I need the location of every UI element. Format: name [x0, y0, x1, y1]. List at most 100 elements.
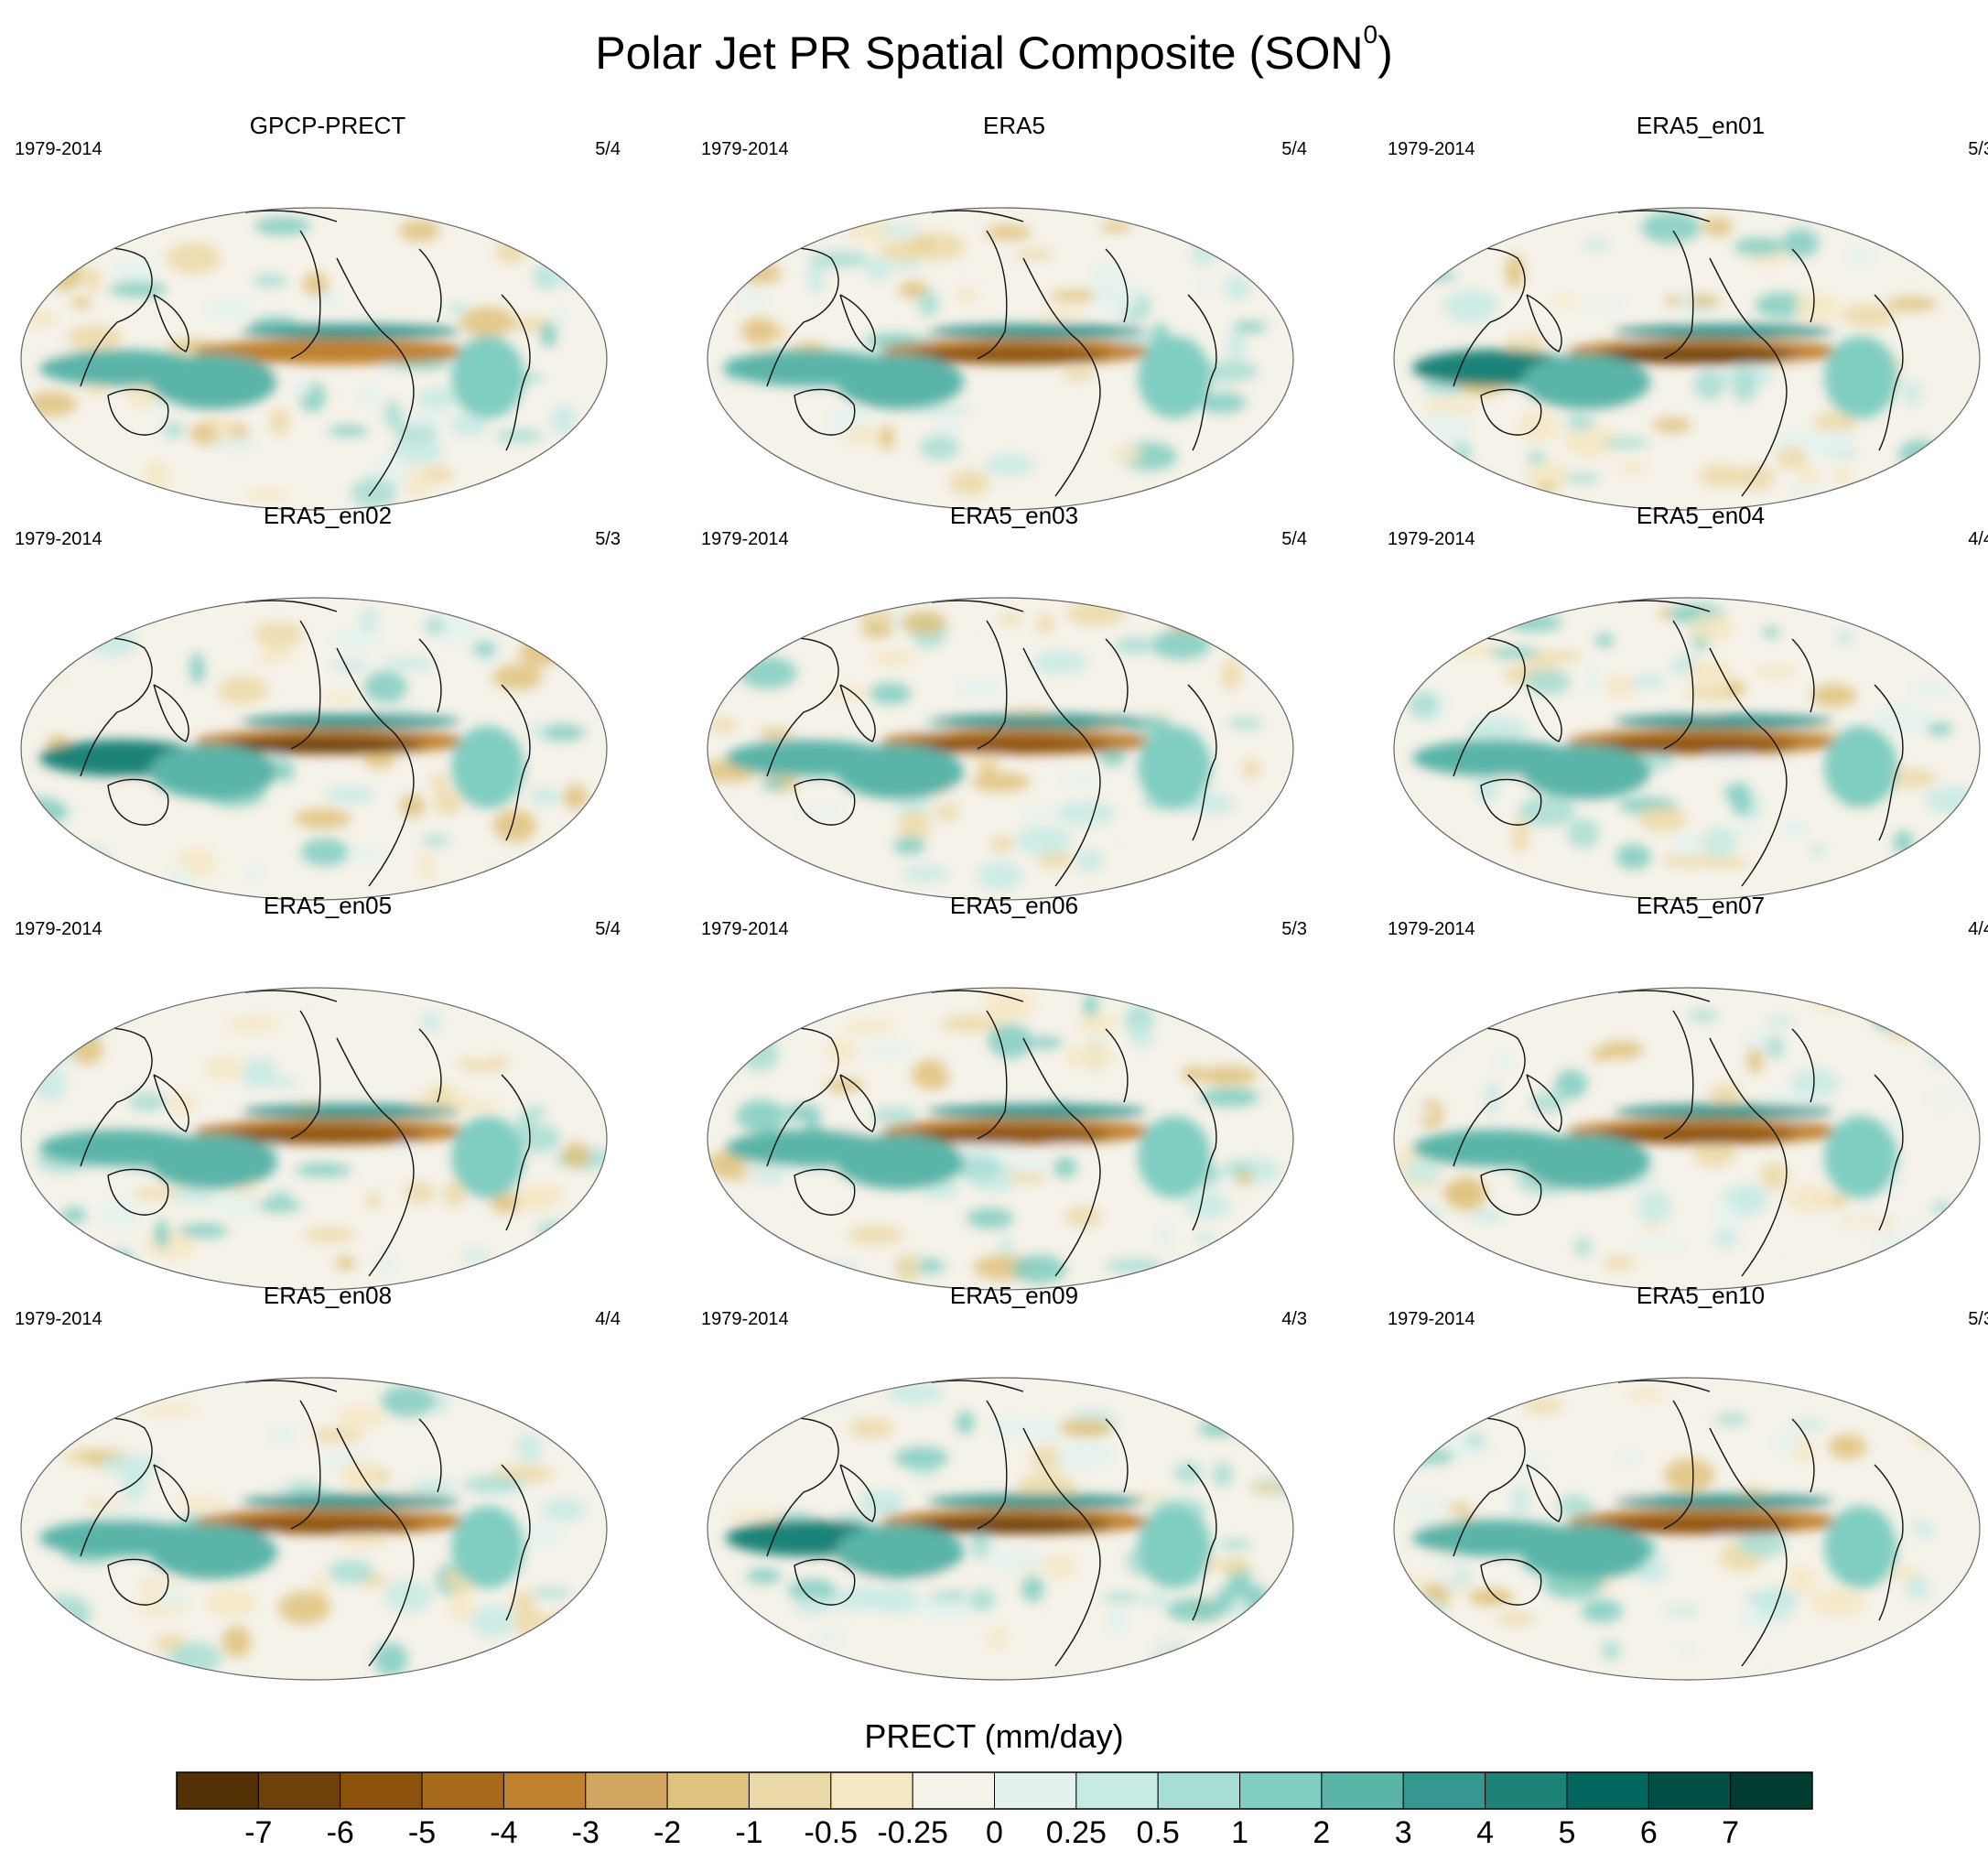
coastline: [794, 1558, 856, 1606]
anomaly-patch: [1698, 464, 1745, 488]
anomaly-patch: [955, 1154, 1001, 1181]
panel-sample-ratio: 5/4: [595, 139, 621, 159]
panel-title: ERA5_en10: [1636, 1282, 1766, 1309]
anomaly-patch: [1929, 1622, 1960, 1636]
anomaly-patch: [1729, 1184, 1767, 1217]
anomaly-patch: [1602, 1256, 1637, 1270]
anomaly-patch: [219, 852, 251, 878]
anomaly-patch: [1756, 1586, 1796, 1621]
anomaly-patch: [1105, 1258, 1164, 1273]
anomaly-patch: [787, 1073, 808, 1099]
anomaly-patch: [581, 839, 597, 875]
anomaly-patch: [477, 249, 493, 278]
anomaly-patch: [330, 660, 369, 672]
anomaly-patch: [495, 236, 527, 265]
anomaly-patch: [448, 1589, 474, 1622]
anomaly-patch: [1766, 1035, 1785, 1059]
anomaly-patch: [154, 1219, 169, 1250]
anomaly-patch: [498, 1409, 522, 1420]
anomaly-patch: [1410, 231, 1448, 258]
anomaly-patch: [1582, 1472, 1617, 1503]
dry-anomaly-band: [1595, 1127, 1797, 1143]
anomaly-patch: [1927, 1052, 1958, 1066]
anomaly-patch: [1126, 829, 1146, 857]
coastlines: [43, 990, 531, 1277]
coastline: [336, 257, 415, 497]
anomaly-patch: [1247, 853, 1279, 867]
anomaly-patch: [1055, 801, 1116, 826]
anomaly-patch: [267, 998, 312, 1012]
coastlines: [1416, 210, 1904, 497]
anomaly-patch: [988, 1626, 1007, 1651]
colorbar-swatch: [1321, 1771, 1404, 1810]
anomaly-patch: [1602, 437, 1649, 449]
anomaly-patch: [1058, 1418, 1113, 1438]
anomaly-patch: [269, 659, 298, 688]
anomaly-patch: [1714, 1413, 1748, 1426]
anomaly-patch: [1511, 817, 1529, 853]
coastlines: [43, 600, 531, 887]
anomaly-patch: [430, 772, 448, 793]
anomaly-patch: [223, 1193, 262, 1218]
coastline: [794, 388, 856, 436]
dry-anomaly-band: [222, 347, 424, 363]
anomaly-patch: [1438, 475, 1494, 496]
anomaly-patch: [1114, 637, 1155, 655]
anomaly-patch: [1709, 1083, 1743, 1109]
anomaly-patch: [1687, 659, 1734, 688]
anomaly-patch: [1688, 613, 1734, 643]
wet-anomaly-band: [1522, 744, 1650, 799]
anomaly-patch: [1191, 237, 1217, 267]
colorbar-swatch: [585, 1771, 668, 1810]
anomaly-patch: [1450, 1396, 1489, 1406]
anomaly-patch: [1702, 217, 1734, 236]
map-boundary: [707, 207, 1294, 511]
colorbar-swatch: [176, 1771, 259, 1810]
anomaly-patch: [211, 436, 259, 453]
anomaly-patch: [325, 786, 374, 804]
anomaly-patch: [1762, 626, 1780, 638]
anomaly-patch: [257, 1198, 302, 1212]
dry-anomaly-band: [909, 1517, 1110, 1533]
anomaly-patch: [1056, 773, 1109, 785]
anomaly-patch: [754, 1632, 786, 1650]
anomaly-patch: [847, 1225, 904, 1245]
map-panel: ERA5_en04 1979-2014 4/4: [1380, 502, 1988, 904]
figure-title: Polar Jet PR Spatial Composite (SON0): [595, 20, 1393, 80]
map-panel: ERA5 1979-2014 5/4: [694, 112, 1334, 514]
coastline: [1874, 684, 1904, 841]
anomaly-patch: [143, 460, 170, 494]
coastline: [501, 684, 531, 841]
anomaly-patch: [436, 1256, 489, 1267]
precip-anomaly-map: [20, 597, 608, 901]
anomaly-patch: [59, 845, 112, 878]
coastline: [501, 1074, 531, 1231]
wet-anomaly-band: [149, 744, 277, 799]
precip-anomaly-map: [1393, 1377, 1981, 1681]
anomaly-patch: [729, 854, 753, 871]
anomaly-patch: [862, 1043, 913, 1057]
precip-anomaly-map: [1393, 207, 1981, 511]
anomaly-patch: [83, 266, 101, 293]
panel-title: ERA5_en06: [949, 892, 1079, 919]
anomaly-patch: [1225, 275, 1251, 300]
anomaly-patch: [900, 611, 947, 634]
anomaly-patch: [38, 691, 82, 718]
anomaly-patch: [793, 1597, 836, 1615]
anomaly-patch: [462, 1476, 523, 1493]
anomaly-patch: [337, 1405, 384, 1430]
anomaly-patch: [228, 1016, 280, 1034]
anomaly-patch: [727, 607, 773, 640]
panel-sample-ratio: 4/4: [595, 1309, 621, 1329]
anomaly-patch: [1661, 853, 1717, 868]
anomaly-patch: [1522, 1399, 1563, 1413]
anomaly-patch: [1834, 466, 1851, 488]
coastline: [977, 1010, 1008, 1140]
anomaly-patch: [1672, 834, 1703, 859]
map-boundary: [707, 597, 1294, 901]
coastline: [1526, 1074, 1562, 1132]
wet-anomaly-band: [836, 1524, 964, 1579]
coastline: [153, 294, 189, 352]
anomaly-patch: [1102, 1592, 1140, 1603]
anomaly-patch: [1045, 1611, 1097, 1630]
